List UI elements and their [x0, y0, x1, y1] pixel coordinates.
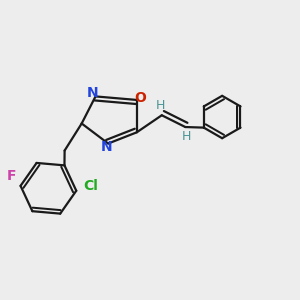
- Text: N: N: [101, 140, 112, 154]
- Text: N: N: [87, 86, 98, 100]
- Text: O: O: [134, 91, 146, 105]
- Text: H: H: [156, 99, 165, 112]
- Text: Cl: Cl: [83, 179, 98, 193]
- Text: H: H: [182, 130, 191, 143]
- Text: F: F: [7, 169, 16, 184]
